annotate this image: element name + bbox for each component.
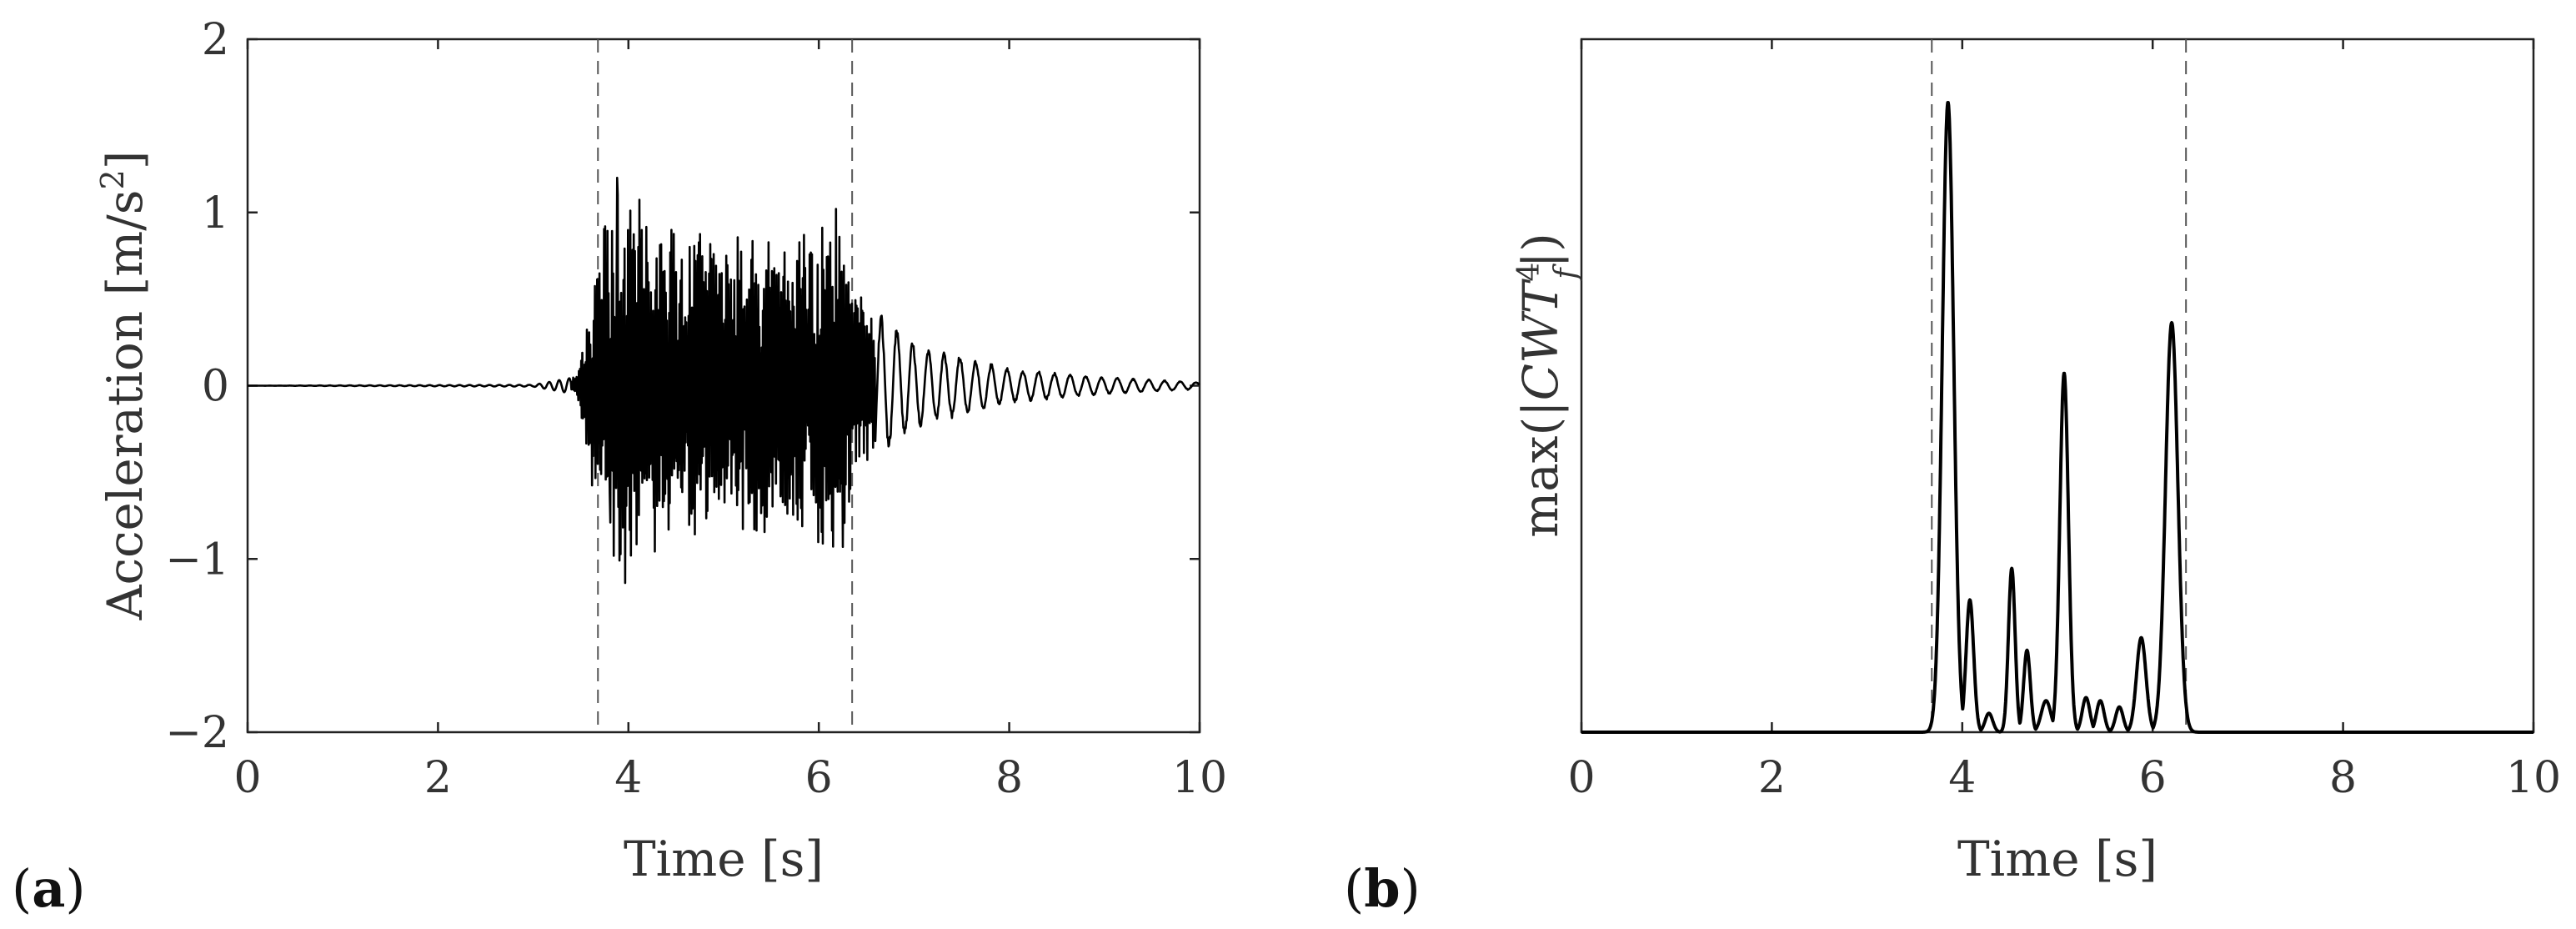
x-tick-label: 2 — [1758, 753, 1786, 803]
panel-label-a: (a) — [12, 858, 86, 919]
y-tick-label: 1 — [202, 188, 229, 239]
panel-label-b-open: ( — [1344, 858, 1364, 919]
x-tick-label: 2 — [424, 753, 452, 803]
x-tick-label: 10 — [2506, 753, 2561, 803]
y-tick-label: 0 — [202, 362, 229, 412]
y-tick-label: −2 — [165, 708, 229, 758]
vertical-lines-b — [1931, 39, 2188, 732]
y-axis-label-a: Acceleration [m/s2] — [94, 151, 153, 621]
x-tick-label: 8 — [2329, 753, 2357, 803]
x-tick-label: 4 — [1948, 753, 1976, 803]
y-axis-label-b-sup: 4 — [1512, 263, 1546, 282]
x-tick-label: 0 — [233, 753, 261, 803]
y-tick-label: −1 — [165, 535, 229, 585]
panel-label-a-open: ( — [12, 858, 32, 919]
panel-label-a-close: ) — [65, 858, 85, 919]
series-line-a — [247, 176, 1200, 585]
x-tick-label: 10 — [1172, 753, 1227, 803]
x-axis-label-a: Time [s] — [624, 831, 824, 887]
y-axis-label-a-sup: 2 — [94, 169, 131, 189]
y-axis-label-b: max(|CWT4f|) — [1512, 233, 1583, 538]
panel-label-b-letter: b — [1364, 858, 1400, 919]
y-axis-label-b-var: CWT — [1512, 278, 1569, 400]
y-axis-label-b-prefix: max(| — [1512, 400, 1569, 537]
x-tick-label: 6 — [2139, 753, 2167, 803]
chart-panel-a: 0 2 4 6 8 10 −2 −1 0 1 2 Time [s] Acceleration [m/… — [12, 15, 1227, 919]
x-axis-label-b: Time [s] — [1957, 831, 2158, 887]
panel-label-b-close: ) — [1401, 858, 1421, 919]
x-tick-label: 6 — [805, 753, 833, 803]
ticks-b: 0 2 4 6 8 10 — [1567, 39, 2561, 803]
chart-panel-b: 0 2 4 6 8 10 Time [s] max(|CWT4f|) (b) — [1344, 38, 2561, 919]
panel-label-a-letter: a — [32, 858, 65, 919]
vertical-lines-a — [597, 39, 854, 732]
series-line-b — [1580, 101, 2535, 734]
x-tick-label: 8 — [995, 753, 1023, 803]
y-tick-label: 2 — [202, 15, 229, 65]
y-axis-label-a-text: Acceleration [m/s — [97, 189, 153, 620]
x-tick-label: 4 — [614, 753, 642, 803]
ticks-a: 0 2 4 6 8 10 −2 −1 0 1 2 — [165, 15, 1227, 803]
panel-label-b: (b) — [1344, 858, 1421, 919]
x-tick-label: 0 — [1567, 753, 1595, 803]
y-axis-label-b-suffix: |) — [1512, 233, 1569, 268]
y-axis-label-a-close: ] — [97, 151, 153, 170]
plot-frame-b — [1580, 38, 2535, 734]
